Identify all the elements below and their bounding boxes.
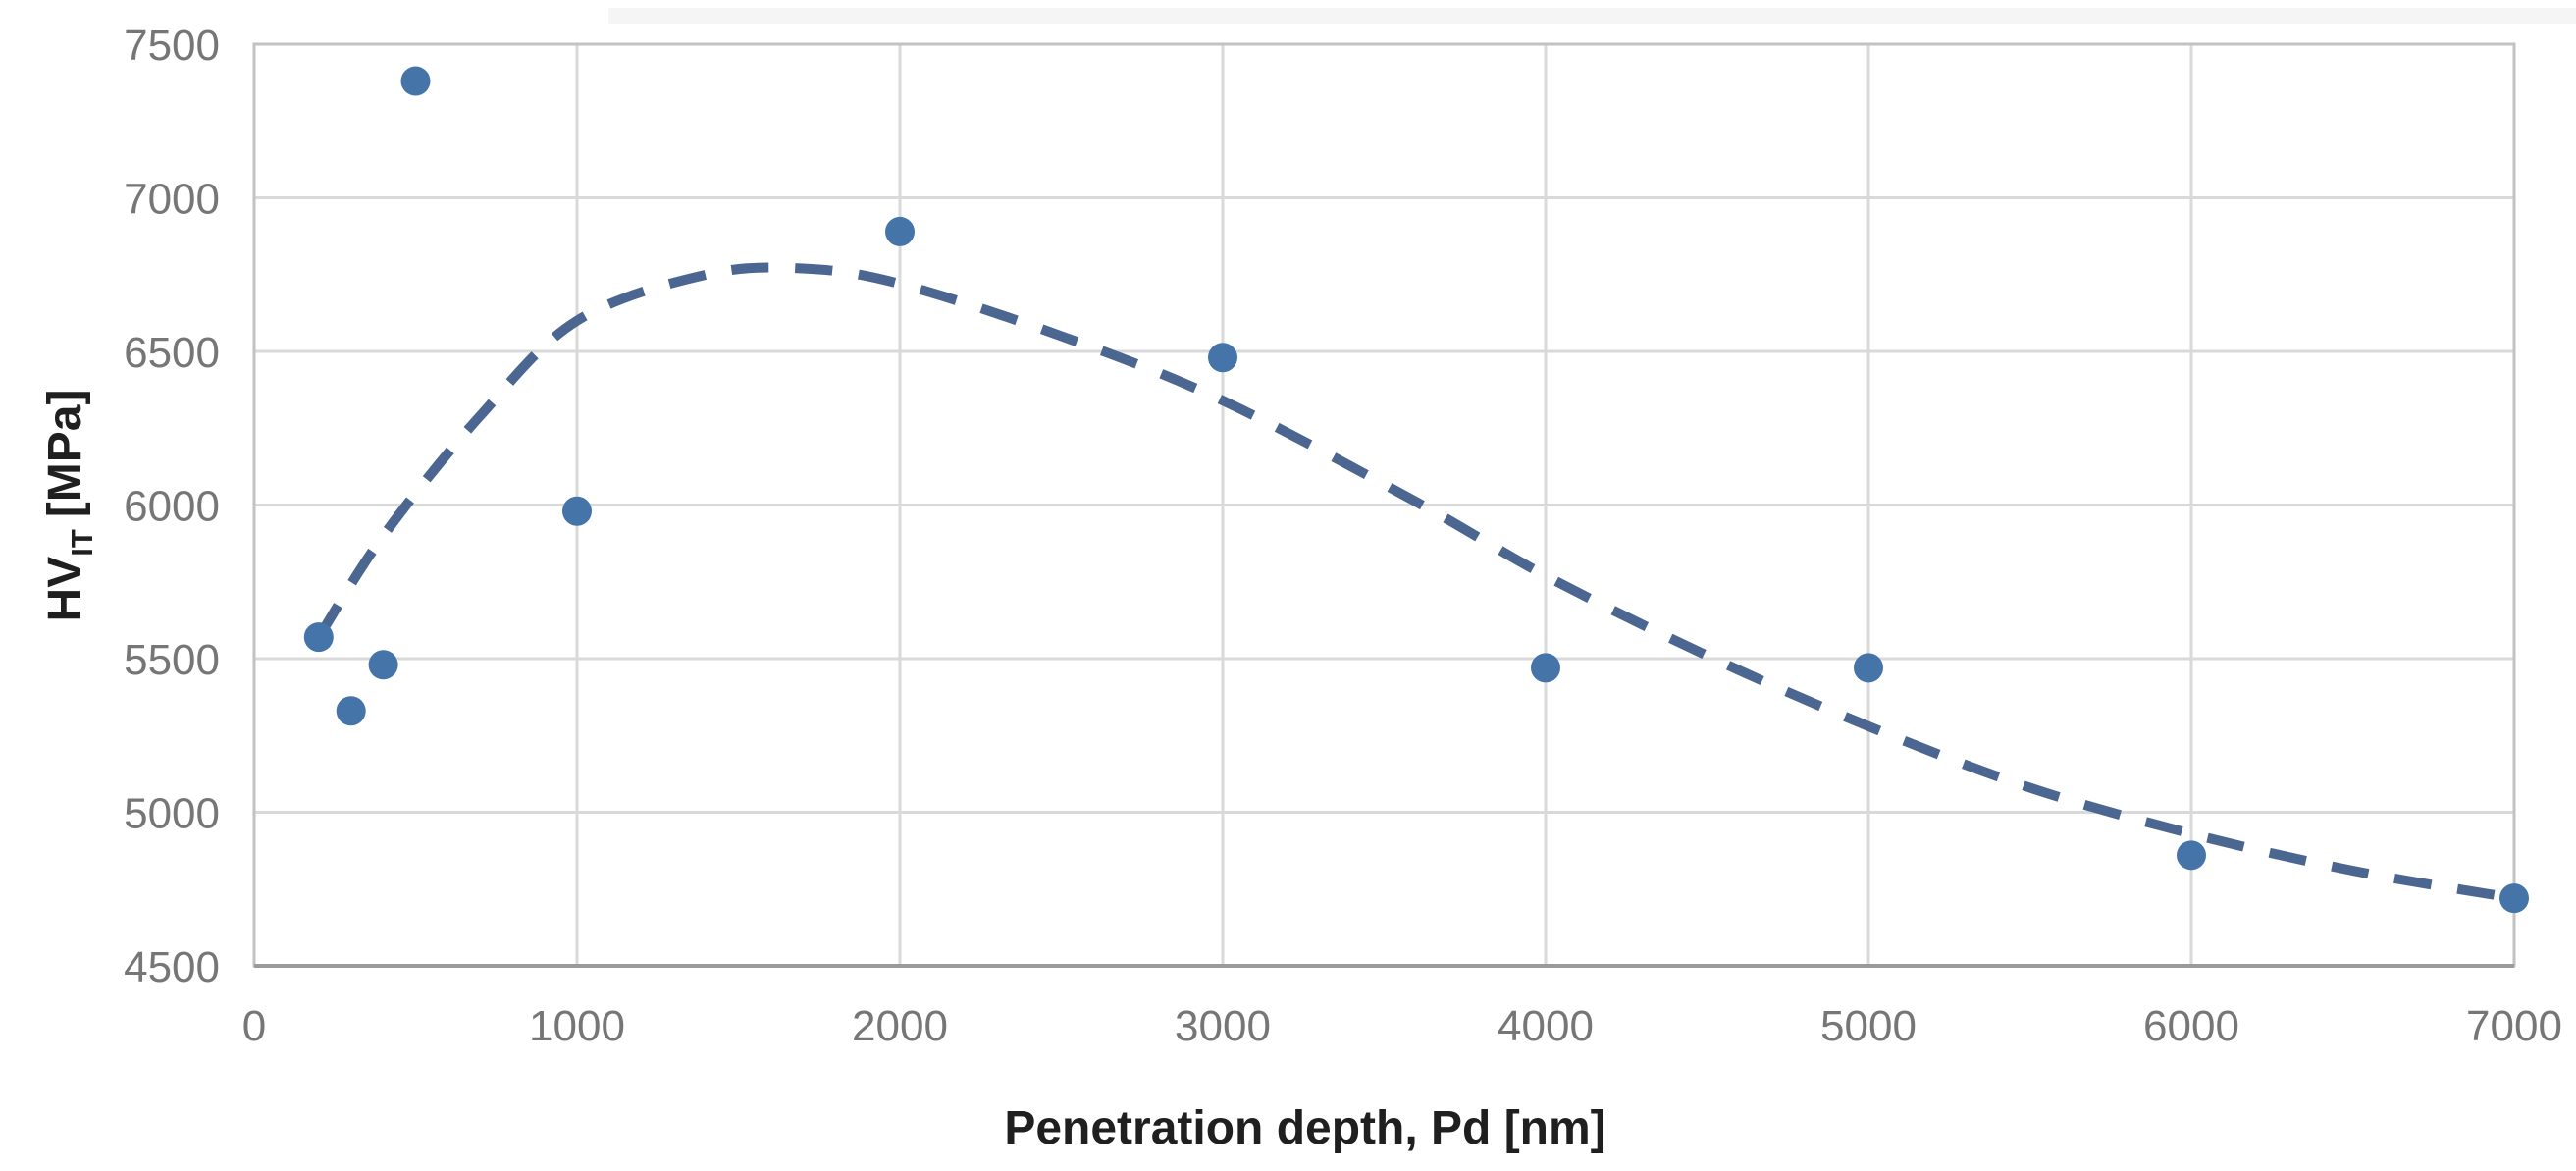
y-tick-label: 7000 — [124, 176, 220, 224]
data-point — [562, 496, 592, 526]
x-tick-label: 6000 — [2143, 1002, 2239, 1050]
y-tick-label: 6500 — [124, 329, 220, 377]
data-point — [400, 66, 431, 96]
x-tick-label: 4000 — [1498, 1002, 1594, 1050]
data-point — [303, 622, 334, 653]
data-points-layer — [303, 66, 2529, 914]
gridlines-layer — [252, 42, 2516, 968]
y-tick-label: 5000 — [124, 790, 220, 838]
data-point — [2177, 840, 2206, 871]
x-tick-label: 2000 — [852, 1002, 948, 1050]
x-axis-title: Penetration depth, Pd [nm] — [1004, 1102, 1605, 1154]
plot-frame-layer — [252, 42, 2516, 968]
y-axis-title: HVIT [MPa] — [39, 390, 99, 622]
x-tick-label: 3000 — [1175, 1002, 1271, 1050]
data-point — [1531, 653, 1560, 683]
data-point — [368, 650, 398, 680]
y-tick-label: 4500 — [124, 943, 220, 991]
data-point — [885, 216, 915, 246]
trendline-layer — [314, 262, 2515, 904]
x-tick-label: 1000 — [529, 1002, 625, 1050]
y-tick-label: 5500 — [124, 636, 220, 684]
x-tick-label: 7000 — [2466, 1002, 2562, 1050]
y-tick-label: 6000 — [124, 483, 220, 531]
data-point — [1854, 653, 1883, 683]
x-tick-label: 5000 — [1820, 1002, 1917, 1050]
data-point — [2499, 883, 2529, 914]
scan-artifact — [608, 8, 2576, 24]
y-tick-label: 7500 — [124, 22, 220, 70]
data-point — [336, 696, 366, 726]
data-point — [1208, 343, 1237, 373]
x-tick-label: 0 — [242, 1002, 266, 1050]
y-axis-title-main: HV — [39, 557, 91, 622]
y-axis-title-unit: [MPa] — [39, 390, 91, 518]
y-axis-title-subscript: IT — [65, 529, 99, 557]
tick-labels-layer: 0 1000 2000 3000 4000 5000 6000 7000 4500 5000 550… — [124, 22, 2562, 1050]
trendline-dashed — [314, 262, 2515, 904]
